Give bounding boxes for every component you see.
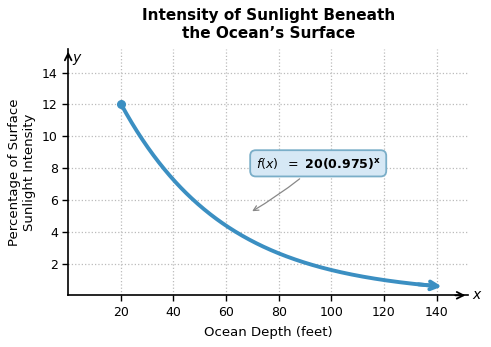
Title: Intensity of Sunlight Beneath
the Ocean’s Surface: Intensity of Sunlight Beneath the Ocean’… <box>141 8 395 41</box>
Text: $y$: $y$ <box>72 52 83 67</box>
Text: $f(x)$  $=$ $\mathbf{20(0.975)}$$^{\mathbf{x}}$: $f(x)$ $=$ $\mathbf{20(0.975)}$$^{\mathb… <box>253 156 381 211</box>
Y-axis label: Percentage of Surface
Sunlight Intensity: Percentage of Surface Sunlight Intensity <box>8 98 36 246</box>
X-axis label: Ocean Depth (feet): Ocean Depth (feet) <box>204 326 332 339</box>
Text: $x$: $x$ <box>472 288 483 302</box>
